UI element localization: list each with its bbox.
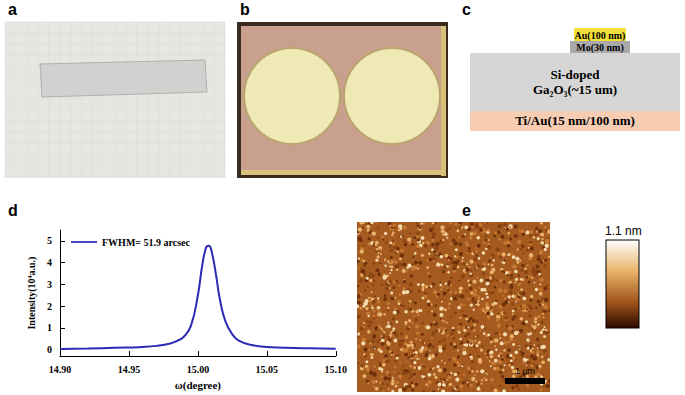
svg-text:Intensity(10⁴a.u.): Intensity(10⁴a.u.) xyxy=(26,257,38,330)
svg-text:14.90: 14.90 xyxy=(49,364,72,375)
svg-text:1.1 nm: 1.1 nm xyxy=(605,224,642,238)
svg-text:c: c xyxy=(462,1,471,18)
svg-text:1: 1 xyxy=(47,322,52,333)
svg-text:Si-doped: Si-doped xyxy=(550,67,600,82)
svg-text:3: 3 xyxy=(47,279,52,290)
svg-text:Mo(30 nm): Mo(30 nm) xyxy=(576,42,624,54)
svg-text:15.05: 15.05 xyxy=(256,364,279,375)
svg-text:Ti/Au(15 nm/100 nm): Ti/Au(15 nm/100 nm) xyxy=(515,113,635,128)
svg-text:FWHM= 51.9 arcsec: FWHM= 51.9 arcsec xyxy=(102,237,191,248)
svg-text:0: 0 xyxy=(47,344,52,355)
svg-text:Ga₂O₃(~15 um): Ga₂O₃(~15 um) xyxy=(533,82,617,97)
svg-text:2: 2 xyxy=(47,301,52,312)
svg-text:Au(100 nm): Au(100 nm) xyxy=(575,30,626,42)
svg-text:15.10: 15.10 xyxy=(325,364,348,375)
svg-text:5: 5 xyxy=(47,235,52,246)
svg-text:1 μm: 1 μm xyxy=(515,366,535,376)
svg-text:b: b xyxy=(240,1,250,18)
svg-text:4: 4 xyxy=(47,257,52,268)
svg-text:a: a xyxy=(8,1,17,18)
svg-text:14.95: 14.95 xyxy=(118,364,141,375)
svg-text:e: e xyxy=(462,202,471,219)
svg-text:ω(degree): ω(degree) xyxy=(175,379,222,392)
svg-text:15.00: 15.00 xyxy=(187,364,210,375)
svg-text:d: d xyxy=(8,202,18,219)
